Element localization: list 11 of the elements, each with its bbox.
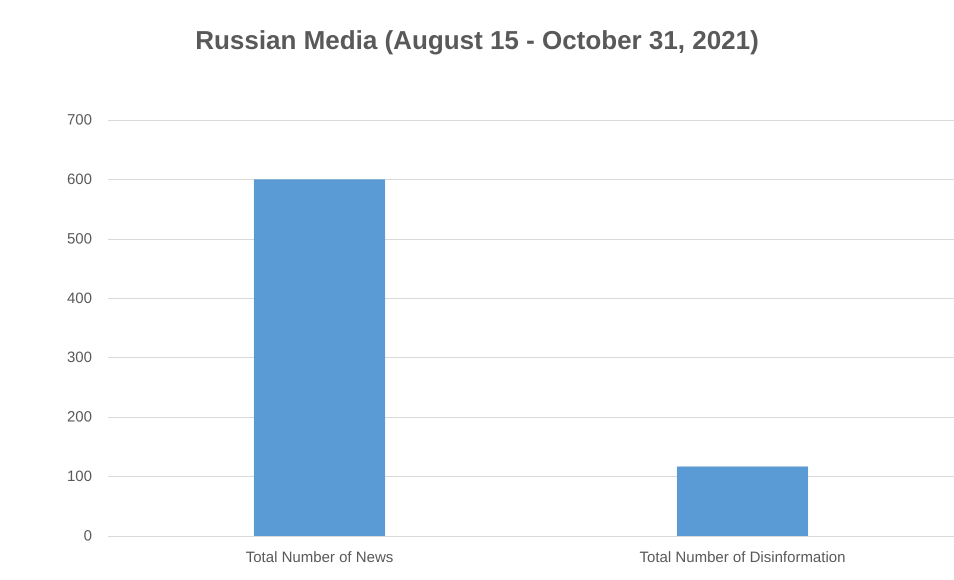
x-tick-label: Total Number of News xyxy=(246,549,394,566)
y-tick-label: 100 xyxy=(66,468,92,486)
y-tick-label: 700 xyxy=(66,112,92,128)
y-tick-label: 400 xyxy=(66,290,92,307)
y-tick-label: 0 xyxy=(84,528,92,544)
chart-title: Russian Media (August 15 - October 31, 2021) xyxy=(195,25,759,55)
y-tick-label: 500 xyxy=(66,230,92,248)
x-tick-label: Total Number of Disinformation xyxy=(640,549,846,566)
y-tick-label: 200 xyxy=(66,408,92,426)
y-tick-label: 300 xyxy=(66,349,92,366)
y-tick-label: 600 xyxy=(66,170,92,188)
